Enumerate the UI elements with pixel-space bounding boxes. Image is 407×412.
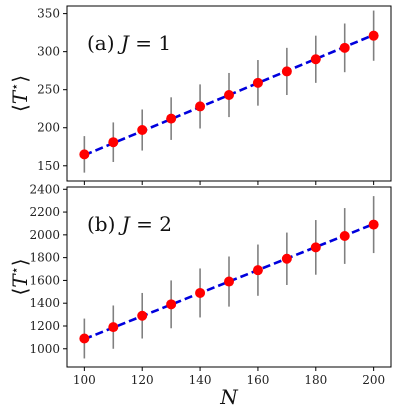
data-point	[166, 113, 177, 124]
plot-frame	[66, 186, 392, 368]
data-point	[252, 77, 263, 88]
data-point	[310, 242, 321, 253]
y-tick-label: 1800	[29, 251, 60, 265]
y-label-bracket-open: ⟨	[8, 104, 32, 112]
panel-label: (b) J = 2	[87, 212, 172, 236]
x-tick-label: 120	[131, 373, 154, 387]
data-point	[137, 125, 148, 136]
y-tick-label: 2000	[29, 228, 60, 242]
y-axis-label: ⟨T⋆⟩	[8, 75, 32, 112]
panel-value: = 2	[130, 212, 172, 236]
panel-value: = 1	[129, 31, 171, 55]
x-tick-label: 180	[304, 373, 327, 387]
x-tick-label: 160	[246, 373, 269, 387]
panel-letter: (a)	[87, 31, 121, 55]
panel-symbol: J	[118, 212, 131, 236]
data-point	[281, 253, 292, 264]
data-point	[195, 287, 206, 298]
fit-line	[83, 222, 375, 341]
x-tick-label: 140	[189, 373, 212, 387]
y-tick-label: 2200	[29, 205, 60, 219]
data-point	[224, 90, 234, 101]
y-tick-label: 300	[37, 45, 60, 59]
data-point	[166, 299, 177, 310]
y-tick-label: 1400	[29, 296, 60, 310]
data-point	[195, 101, 206, 112]
y-tick-label: 150	[37, 159, 60, 173]
data-point	[339, 230, 350, 241]
panel-letter: (b)	[87, 212, 122, 236]
data-point	[79, 149, 90, 160]
y-tick-label: 250	[37, 83, 60, 97]
data-point	[310, 54, 321, 65]
y-label-bracket-close: ⟩	[8, 75, 32, 83]
y-label-bracket-open: ⟨	[8, 288, 32, 296]
data-point	[108, 322, 119, 333]
y-label-symbol: T	[8, 273, 32, 288]
y-label-bracket-close: ⟩	[8, 258, 32, 266]
data-point	[79, 333, 90, 344]
panel-symbol: J	[117, 31, 130, 55]
panel-label: (a) J = 1	[87, 31, 171, 55]
y-tick-label: 2400	[29, 182, 60, 196]
x-tick-label: 100	[73, 373, 96, 387]
y-label-symbol: T	[8, 89, 32, 104]
x-tick-label: 200	[362, 373, 385, 387]
data-point	[281, 66, 292, 77]
data-point	[368, 30, 379, 41]
y-tick-label: 1600	[29, 273, 60, 287]
panel-b: 1000 1200 1400 1600 1800 2000 2200 2400 100 120 14…	[8, 182, 392, 387]
y-tick-label: 350	[37, 7, 60, 21]
y-label-star: ⋆	[8, 266, 23, 274]
x-axis-label: N	[219, 385, 239, 409]
data-point	[368, 219, 379, 230]
data-point	[108, 137, 119, 148]
data-point	[137, 310, 148, 321]
y-tick-label: 1000	[29, 342, 60, 356]
panel-a: 150 200 250 300 350 (a) J = 1 ⟨T⋆⟩	[8, 5, 392, 185]
plot-frame	[66, 5, 392, 182]
data-point	[252, 265, 263, 276]
y-axis-label: ⟨T⋆⟩	[8, 258, 32, 295]
y-tick-label: 200	[37, 121, 60, 135]
y-tick-label: 1200	[29, 319, 60, 333]
data-point	[339, 42, 350, 53]
data-point	[224, 276, 234, 287]
y-label-star: ⋆	[8, 83, 23, 91]
